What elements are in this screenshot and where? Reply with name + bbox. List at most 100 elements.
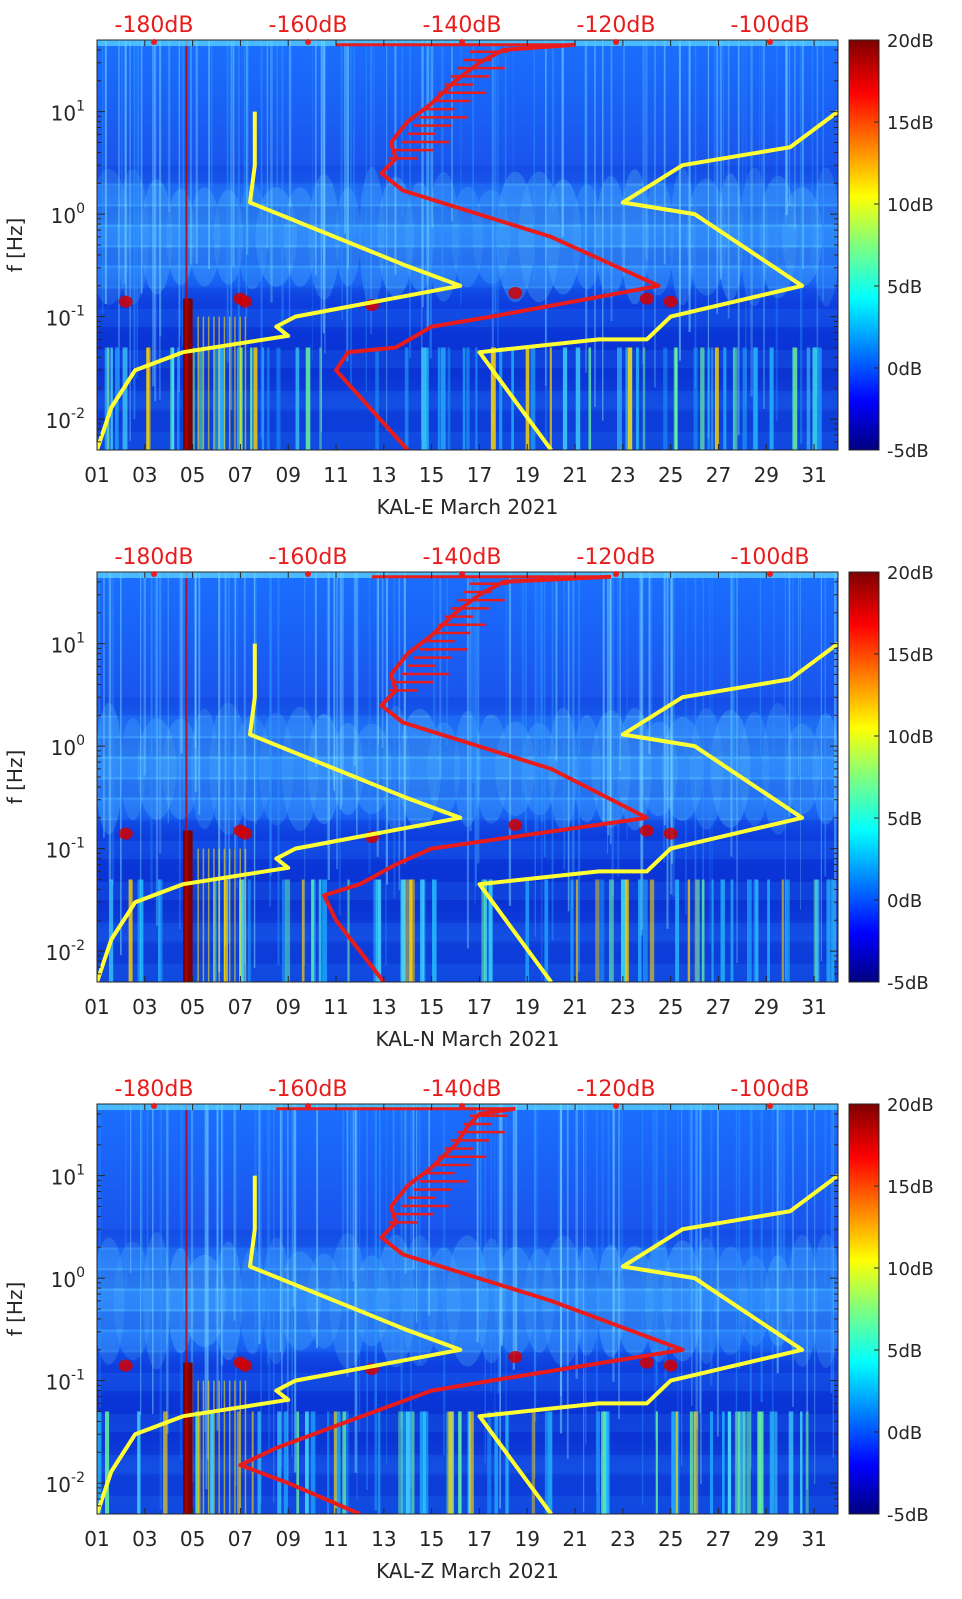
spectrogram-panel-2: 01 03 05 07 09 11 13 15 17 19 21 23 25 27 29 31 10-2 10-1… [3, 545, 934, 1051]
x-tick-label: 17 [467, 1527, 492, 1551]
y-axis-label: f [Hz] [3, 218, 27, 273]
colorbar-tick-label: 5dB [887, 277, 922, 298]
colorbar-tick-label: 0dB [887, 1423, 922, 1444]
y-tick-label: 101 [51, 1163, 85, 1190]
x-tick-label: 25 [658, 463, 683, 487]
red-noise-model-line-3 [334, 42, 661, 450]
y-tick-label: 10-1 [46, 304, 85, 331]
top-db-tick-label: -140dB [423, 1077, 502, 1102]
x-tick-label: 11 [323, 995, 348, 1019]
colorbar-tick-label: 10dB [887, 727, 934, 748]
x-tick-label: 11 [323, 463, 348, 487]
yellow-noise-model-line-1 [97, 111, 463, 450]
y-tick-label: 100 [51, 733, 85, 760]
x-tick-label: 07 [228, 995, 253, 1019]
y-axis-label: f [Hz] [3, 750, 27, 805]
x-tick-label: 27 [706, 995, 731, 1019]
top-db-tick-label: -160dB [269, 13, 348, 38]
spectrogram-background [97, 1104, 838, 1514]
x-tick-label: 13 [371, 995, 396, 1019]
y-tick-label: 10-2 [46, 406, 85, 433]
x-tick-label: 29 [754, 1527, 779, 1551]
y-axis-label: f [Hz] [3, 1282, 27, 1337]
x-tick-label: 07 [228, 463, 253, 487]
top-db-tick-label: -120dB [577, 545, 656, 570]
x-tick-label: 05 [180, 995, 205, 1019]
colorbar-tick-label: -5dB [887, 441, 929, 462]
colorbar-tick-label: -5dB [887, 973, 929, 994]
yellow-noise-model-line-2 [477, 641, 838, 982]
x-tick-label: 05 [180, 1527, 205, 1551]
red-noise-model-line-3 [322, 574, 649, 982]
x-tick-label: 23 [610, 1527, 635, 1551]
x-tick-label: 23 [610, 995, 635, 1019]
x-tick-label: 07 [228, 1527, 253, 1551]
spectrogram-panel-1: 01 03 05 07 09 11 13 15 17 19 21 23 25 27 29 31 10-2 10-1… [3, 13, 934, 519]
y-tick-label: 100 [51, 201, 85, 228]
top-db-tick-label: -180dB [115, 13, 194, 38]
colorbar-tick-label: 20dB [887, 1095, 934, 1116]
x-tick-label: 27 [706, 463, 731, 487]
x-tick-label: 01 [84, 1527, 109, 1551]
colorbar-tick-label: 20dB [887, 563, 934, 584]
x-tick-label: 15 [419, 463, 444, 487]
x-tick-label: 09 [275, 1527, 300, 1551]
colorbar [848, 39, 880, 451]
colorbar [848, 1103, 880, 1515]
x-tick-label: 11 [323, 1527, 348, 1551]
x-tick-label: 21 [562, 1527, 587, 1551]
x-axis-label: KAL-N March 2021 [376, 1027, 560, 1051]
x-tick-label: 01 [84, 463, 109, 487]
x-tick-label: 05 [180, 463, 205, 487]
x-tick-label: 17 [467, 995, 492, 1019]
x-tick-label: 13 [371, 463, 396, 487]
colorbar [848, 571, 880, 983]
x-tick-label: 03 [132, 1527, 157, 1551]
top-db-tick-label: -160dB [269, 545, 348, 570]
x-axis-label: KAL-Z March 2021 [376, 1559, 559, 1583]
x-axis-label: KAL-E March 2021 [377, 495, 559, 519]
y-tick-label: 10-1 [46, 1368, 85, 1395]
x-tick-label: 31 [801, 995, 826, 1019]
colorbar-tick-label: 20dB [887, 31, 934, 52]
x-tick-label: 25 [658, 1527, 683, 1551]
x-tick-label: 09 [275, 463, 300, 487]
colorbar-tick-label: 0dB [887, 891, 922, 912]
x-tick-label: 19 [515, 1527, 540, 1551]
top-db-tick-label: -120dB [577, 1077, 656, 1102]
spectrogram-panel-3: 01 03 05 07 09 11 13 15 17 19 21 23 25 27 29 31 10-2 10-1… [3, 1077, 934, 1583]
y-tick-label: 101 [51, 631, 85, 658]
top-db-tick-label: -100dB [731, 1077, 810, 1102]
top-db-tick-label: -140dB [423, 13, 502, 38]
x-tick-label: 21 [562, 995, 587, 1019]
yellow-noise-model-line-1 [97, 1175, 463, 1514]
x-tick-label: 21 [562, 463, 587, 487]
spectrogram-background [97, 572, 838, 982]
x-tick-label: 31 [801, 1527, 826, 1551]
x-tick-label: 13 [371, 1527, 396, 1551]
top-db-tick-label: -180dB [115, 1077, 194, 1102]
y-tick-label: 100 [51, 1265, 85, 1292]
colorbar-tick-label: -5dB [887, 1505, 929, 1526]
x-tick-label: 03 [132, 995, 157, 1019]
colorbar-tick-label: 10dB [887, 195, 934, 216]
x-tick-label: 15 [419, 1527, 444, 1551]
x-tick-label: 29 [754, 463, 779, 487]
y-tick-label: 10-2 [46, 1470, 85, 1497]
colorbar-tick-label: 5dB [887, 1341, 922, 1362]
colorbar-tick-label: 0dB [887, 359, 922, 380]
y-tick-label: 10-1 [46, 836, 85, 863]
colorbar-tick-label: 15dB [887, 1177, 934, 1198]
yellow-noise-model-line-2 [477, 109, 838, 450]
top-db-tick-label: -100dB [731, 13, 810, 38]
x-tick-label: 31 [801, 463, 826, 487]
red-noise-model-line-3 [238, 1106, 685, 1514]
colorbar-tick-label: 15dB [887, 113, 934, 134]
x-tick-label: 29 [754, 995, 779, 1019]
x-tick-label: 15 [419, 995, 444, 1019]
x-tick-label: 25 [658, 995, 683, 1019]
x-tick-label: 19 [515, 995, 540, 1019]
colorbar-tick-label: 10dB [887, 1259, 934, 1280]
top-db-tick-label: -180dB [115, 545, 194, 570]
